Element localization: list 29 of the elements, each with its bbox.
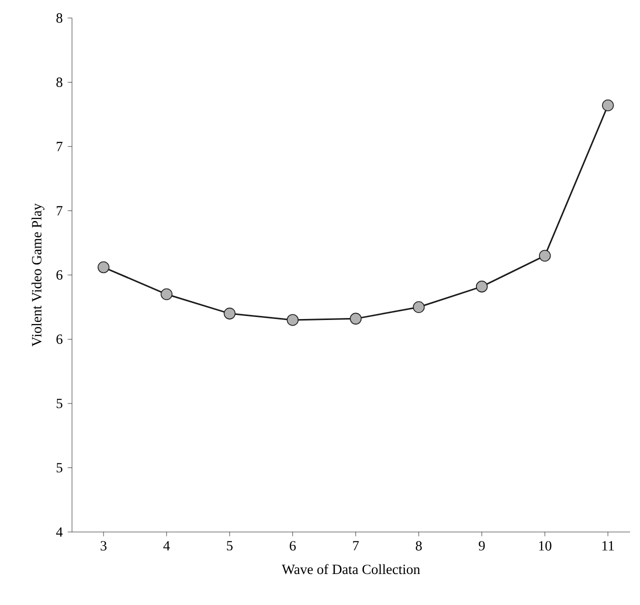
x-tick-label: 6 — [290, 541, 296, 551]
y-tick-label: 7 — [56, 142, 62, 152]
y-tick-label: 5 — [56, 463, 62, 472]
x-tick-label: 7 — [353, 541, 359, 550]
x-tick-label: 11 — [602, 541, 614, 550]
x-tick-label: 10 — [539, 541, 552, 551]
point — [476, 280, 488, 292]
y-tick-label: 6 — [56, 270, 62, 280]
y-axis-title: Violent Video Game Play — [32, 203, 44, 347]
y-tick-label: 5 — [56, 398, 62, 408]
point — [224, 308, 236, 320]
x-tick-label: 8 — [416, 541, 422, 551]
y-tick-label: 4 — [56, 527, 63, 537]
point — [350, 312, 362, 325]
point — [98, 261, 110, 274]
y-tick-label: 7 — [56, 206, 62, 216]
point — [602, 99, 614, 112]
y-tick-label: 8 — [56, 78, 62, 87]
x-tick-label: 5 — [226, 541, 233, 550]
point — [538, 250, 551, 262]
y-tick-label: 8 — [56, 13, 62, 23]
point — [412, 301, 425, 314]
x-tick-label: 3 — [100, 541, 106, 551]
point — [160, 288, 172, 300]
x-tick-label: 9 — [478, 541, 485, 551]
y-tick-label: 6 — [56, 334, 62, 344]
x-tick-label: 4 — [163, 541, 170, 550]
point — [286, 314, 299, 326]
x-axis-title: Wave of Data Collection — [282, 564, 420, 574]
